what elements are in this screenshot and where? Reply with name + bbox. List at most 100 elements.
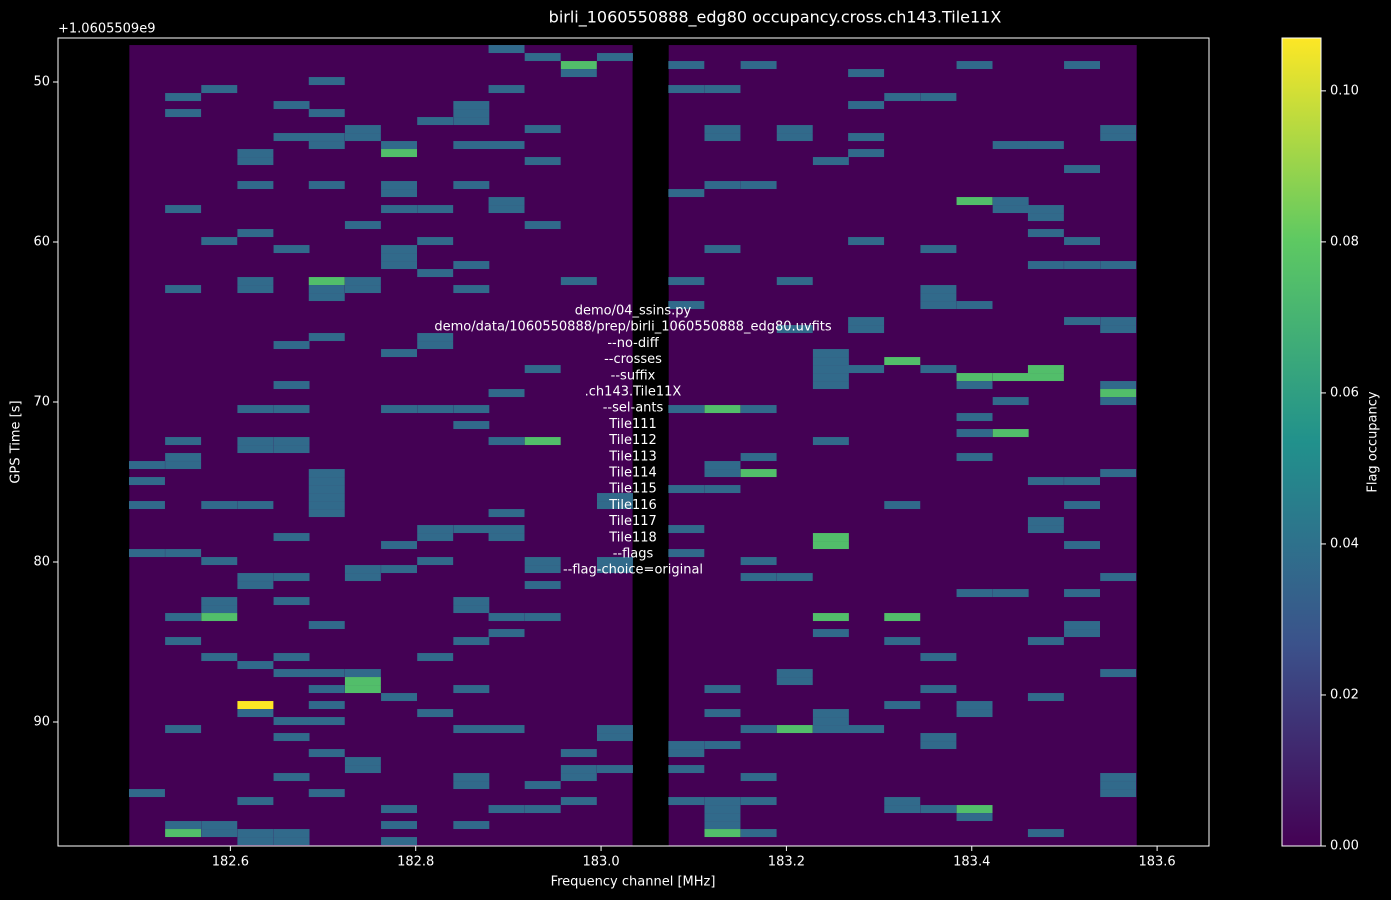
heatmap bbox=[128, 45, 1137, 846]
heatmap-cell bbox=[704, 469, 741, 478]
heatmap-cell bbox=[524, 781, 561, 790]
heatmap-cell bbox=[308, 701, 345, 710]
heatmap-cell bbox=[273, 597, 310, 606]
annotation-line: Tile114 bbox=[608, 466, 657, 481]
heatmap-cell bbox=[237, 661, 274, 670]
heatmap-cell bbox=[704, 125, 741, 134]
heatmap-cell bbox=[273, 669, 310, 678]
heatmap-cell bbox=[488, 389, 525, 398]
heatmap-cell bbox=[884, 805, 921, 814]
heatmap-cell bbox=[668, 277, 705, 286]
heatmap-cell bbox=[237, 581, 274, 590]
heatmap-cell bbox=[381, 821, 418, 830]
heatmap-cell bbox=[453, 773, 490, 782]
heatmap-cell bbox=[308, 509, 345, 518]
heatmap-cell bbox=[1100, 397, 1137, 406]
heatmap-cell bbox=[776, 133, 813, 142]
heatmap-cell bbox=[417, 269, 454, 278]
heatmap-cell bbox=[308, 789, 345, 798]
heatmap-cell bbox=[128, 789, 165, 798]
heatmap-cell bbox=[273, 837, 310, 846]
heatmap-cell bbox=[273, 341, 310, 350]
heatmap-cell bbox=[165, 637, 202, 646]
heatmap-cell bbox=[560, 69, 597, 78]
heatmap-cell bbox=[848, 101, 885, 110]
heatmap-cell bbox=[1027, 373, 1064, 382]
heatmap-cell bbox=[488, 197, 525, 206]
heatmap-cell bbox=[920, 741, 957, 750]
heatmap-cell bbox=[524, 613, 561, 622]
y-tick-label: 60 bbox=[33, 235, 50, 250]
heatmap-cell bbox=[524, 805, 561, 814]
heatmap-cell bbox=[884, 501, 921, 510]
heatmap-cell bbox=[308, 109, 345, 118]
heatmap-cell bbox=[1064, 589, 1101, 598]
heatmap-cell bbox=[273, 533, 310, 542]
annotation-line: Tile113 bbox=[608, 449, 657, 464]
heatmap-cell bbox=[812, 157, 849, 166]
heatmap-cell bbox=[920, 365, 957, 374]
heatmap-cell bbox=[884, 701, 921, 710]
heatmap-cell bbox=[453, 821, 490, 830]
heatmap-cell bbox=[273, 381, 310, 390]
heatmap-cell bbox=[524, 157, 561, 166]
heatmap-cell bbox=[201, 237, 238, 246]
heatmap-cell bbox=[1027, 637, 1064, 646]
heatmap-cell bbox=[668, 485, 705, 494]
heatmap-cell bbox=[1064, 61, 1101, 70]
heatmap-cell bbox=[453, 261, 490, 270]
heatmap-cell bbox=[381, 805, 418, 814]
heatmap-cell bbox=[417, 237, 454, 246]
heatmap-cell bbox=[704, 85, 741, 94]
heatmap-cell bbox=[704, 821, 741, 830]
heatmap-cell bbox=[1064, 501, 1101, 510]
heatmap-cell bbox=[740, 469, 777, 478]
heatmap-cell bbox=[237, 701, 274, 710]
heatmap-cell bbox=[165, 93, 202, 102]
heatmap-cell bbox=[1064, 629, 1101, 638]
heatmap-cell bbox=[920, 733, 957, 742]
heatmap-cell bbox=[776, 677, 813, 686]
heatmap-cell bbox=[237, 573, 274, 582]
colorbar bbox=[1281, 37, 1322, 847]
heatmap-cell bbox=[956, 381, 993, 390]
heatmap-cell bbox=[848, 69, 885, 78]
heatmap-cell bbox=[381, 693, 418, 702]
heatmap-cell bbox=[237, 797, 274, 806]
y-tick-label: 80 bbox=[33, 555, 50, 570]
heatmap-cell bbox=[1027, 261, 1064, 270]
heatmap-cell bbox=[165, 613, 202, 622]
heatmap-cell bbox=[453, 109, 490, 118]
heatmap-cell bbox=[740, 773, 777, 782]
heatmap-cell bbox=[596, 557, 633, 566]
heatmap-cell bbox=[273, 437, 310, 446]
heatmap-cell bbox=[524, 557, 561, 566]
heatmap-cell bbox=[740, 829, 777, 838]
heatmap-cell bbox=[704, 805, 741, 814]
heatmap-cell bbox=[524, 437, 561, 446]
heatmap-cell bbox=[165, 453, 202, 462]
y-tick-label: 50 bbox=[33, 75, 50, 90]
heatmap-cell bbox=[453, 597, 490, 606]
heatmap-cell bbox=[381, 205, 418, 214]
heatmap-cell bbox=[273, 245, 310, 254]
heatmap-cell bbox=[417, 709, 454, 718]
heatmap-cell bbox=[740, 725, 777, 734]
heatmap-cell bbox=[668, 189, 705, 198]
heatmap-cell bbox=[776, 277, 813, 286]
zero-region bbox=[129, 45, 633, 846]
heatmap-cell bbox=[848, 149, 885, 158]
heatmap-cell bbox=[812, 629, 849, 638]
heatmap-cell bbox=[417, 117, 454, 126]
heatmap-cell bbox=[812, 613, 849, 622]
heatmap-cell bbox=[596, 733, 633, 742]
heatmap-cell bbox=[165, 285, 202, 294]
heatmap-cell bbox=[848, 237, 885, 246]
annotation-line: Tile112 bbox=[608, 433, 657, 448]
heatmap-cell bbox=[992, 373, 1029, 382]
heatmap-cell bbox=[453, 405, 490, 414]
heatmap-cell bbox=[308, 141, 345, 150]
heatmap-cell bbox=[812, 381, 849, 390]
heatmap-cell bbox=[273, 773, 310, 782]
heatmap-cell bbox=[237, 837, 274, 846]
